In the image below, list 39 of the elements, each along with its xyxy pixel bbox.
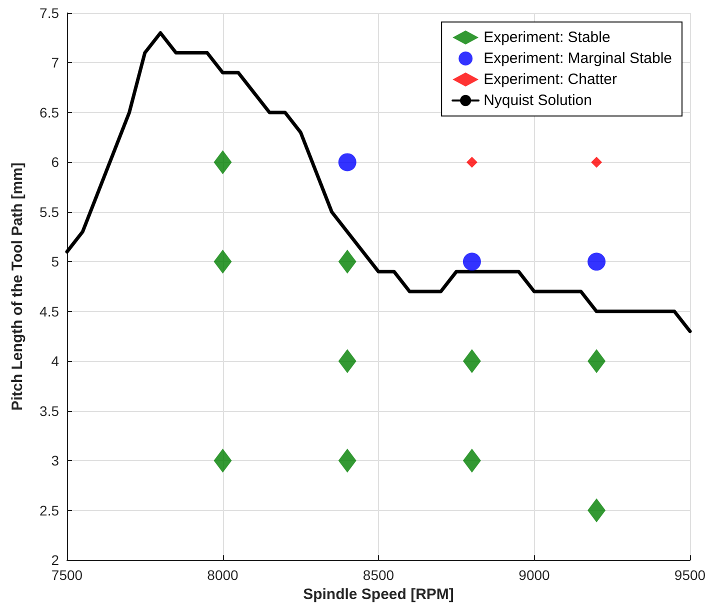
legend-label: Experiment: Marginal Stable [484, 50, 672, 67]
point [466, 156, 478, 168]
point [214, 448, 232, 473]
y-tick-label: 6 [51, 154, 60, 170]
x-tick-label: 7500 [51, 567, 83, 584]
point [338, 250, 356, 274]
y-tick-label: 3 [51, 452, 60, 469]
y-tick-label: 7 [51, 54, 60, 71]
point [338, 349, 356, 374]
x-tick-label: 9000 [518, 567, 550, 584]
point [591, 156, 602, 168]
point [338, 448, 356, 473]
point [588, 349, 606, 374]
y-tick-label: 5 [51, 254, 60, 270]
y-tick-label: 6.5 [40, 104, 60, 120]
y-tick-label: 2.5 [40, 502, 60, 518]
legend-label: Experiment: Chatter [484, 71, 617, 88]
x-tick-label: 8000 [207, 567, 239, 584]
legend-label: Experiment: Stable [484, 29, 610, 46]
y-tick-label: 7.5 [40, 5, 60, 21]
line-series [65, 31, 692, 334]
point [462, 252, 481, 271]
y-axis-title: Pitch Length of the Tool Path [mm] [9, 162, 26, 411]
point [462, 349, 481, 374]
x-tick-label: 8500 [362, 567, 394, 584]
point [214, 250, 232, 274]
y-tick-label: 4.5 [40, 303, 60, 320]
y-tick-label: 2 [51, 552, 60, 568]
x-tick-label: 9500 [674, 567, 706, 584]
x-axis-title: Spindle Speed [RPM] [303, 586, 454, 603]
y-tick-label: 5.5 [40, 204, 60, 220]
point [338, 153, 356, 172]
point [214, 150, 232, 174]
point [588, 252, 606, 271]
y-tick-label: 3.5 [40, 402, 60, 419]
legend-label: Nyquist Solution [484, 92, 592, 109]
point [588, 498, 606, 522]
y-tick-label: 4 [51, 353, 60, 370]
point [462, 448, 481, 473]
